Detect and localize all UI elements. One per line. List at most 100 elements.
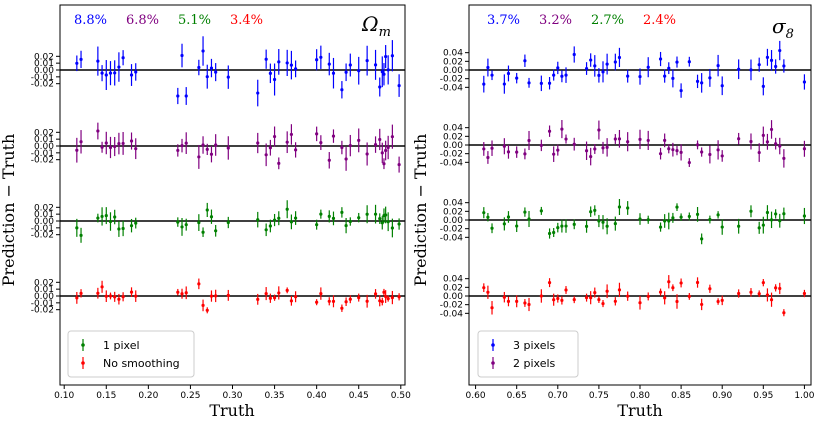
point-marker (737, 67, 741, 71)
point-marker (667, 66, 671, 70)
point-marker (687, 214, 691, 219)
data-point (340, 140, 344, 155)
point-marker (506, 299, 511, 303)
point-marker (176, 290, 180, 294)
point-marker (121, 141, 125, 146)
data-point (96, 46, 100, 76)
y-tick-label: -0.02 (440, 150, 463, 160)
point-marker (201, 49, 205, 53)
data-point (209, 58, 214, 78)
data-point (397, 74, 401, 97)
data-point (285, 131, 289, 154)
panel-title: σ8 (772, 14, 794, 42)
point-marker (348, 144, 352, 148)
data-point (117, 132, 121, 155)
data-point (769, 292, 774, 307)
panel-title: Ωm (361, 12, 391, 40)
data-point (679, 144, 683, 161)
point-marker (523, 152, 527, 156)
point-marker (104, 141, 108, 145)
point-marker (589, 210, 593, 214)
error-label: 8.8% (74, 13, 107, 28)
point-marker (774, 64, 778, 69)
point-marker (340, 88, 344, 92)
data-point (572, 137, 576, 151)
data-point (502, 74, 506, 94)
x-axis-label: Truth (617, 401, 662, 420)
data-point (523, 207, 527, 217)
point-marker (593, 290, 597, 295)
point-marker (720, 154, 724, 158)
data-point (129, 64, 134, 86)
data-point (720, 295, 724, 306)
data-point (671, 212, 675, 223)
data-point (605, 284, 609, 299)
point-marker (75, 226, 79, 230)
data-point (75, 291, 79, 304)
data-point (782, 309, 786, 317)
point-marker (397, 83, 401, 88)
data-point (802, 289, 807, 298)
point-marker (340, 306, 344, 310)
point-marker (319, 212, 323, 216)
point-marker (209, 294, 214, 298)
data-point (319, 209, 323, 219)
point-marker (184, 291, 188, 295)
point-marker (687, 60, 691, 64)
point-marker (100, 285, 104, 289)
point-marker (226, 293, 230, 297)
point-marker (663, 296, 667, 300)
data-point (527, 297, 531, 312)
data-point (486, 285, 490, 299)
data-point (482, 207, 486, 219)
point-marker (104, 214, 108, 218)
point-marker (605, 145, 609, 149)
data-point (386, 135, 390, 160)
point-marker (96, 59, 100, 63)
data-point (129, 218, 134, 233)
data-point (268, 63, 272, 84)
data-point (176, 217, 180, 227)
data-point (675, 203, 679, 211)
point-marker (490, 146, 494, 150)
point-marker (79, 233, 83, 237)
point-marker (226, 146, 230, 150)
data-point (605, 138, 609, 157)
data-point (506, 211, 511, 223)
data-point (617, 282, 622, 297)
point-marker (134, 294, 138, 298)
data-point (380, 216, 384, 230)
point-marker (737, 224, 741, 228)
point-marker (778, 219, 782, 223)
data-point (121, 292, 125, 302)
data-point (79, 227, 83, 243)
data-point (205, 202, 209, 217)
data-point (348, 53, 352, 77)
error-label: 6.8% (126, 13, 159, 28)
point-marker (539, 294, 543, 298)
data-point (749, 288, 753, 297)
data-point (749, 59, 753, 81)
data-point (556, 144, 560, 156)
point-marker (720, 84, 724, 88)
data-point (679, 213, 683, 221)
point-marker (289, 63, 294, 67)
data-point (490, 70, 494, 81)
data-point (96, 213, 100, 223)
point-marker (272, 77, 277, 82)
point-marker (277, 291, 281, 295)
point-marker (268, 71, 272, 75)
point-marker (617, 137, 622, 141)
data-point (397, 293, 401, 301)
point-marker (552, 298, 556, 302)
x-tick-label: 0.25 (180, 391, 200, 401)
point-marker (315, 300, 319, 304)
data-point (765, 133, 770, 150)
y-tick-label: -0.01 (31, 299, 54, 309)
point-marker (782, 64, 786, 68)
data-point (757, 221, 761, 234)
error-label: 2.7% (591, 13, 624, 28)
data-point (264, 287, 268, 301)
data-point (319, 45, 323, 69)
data-point (695, 277, 700, 288)
